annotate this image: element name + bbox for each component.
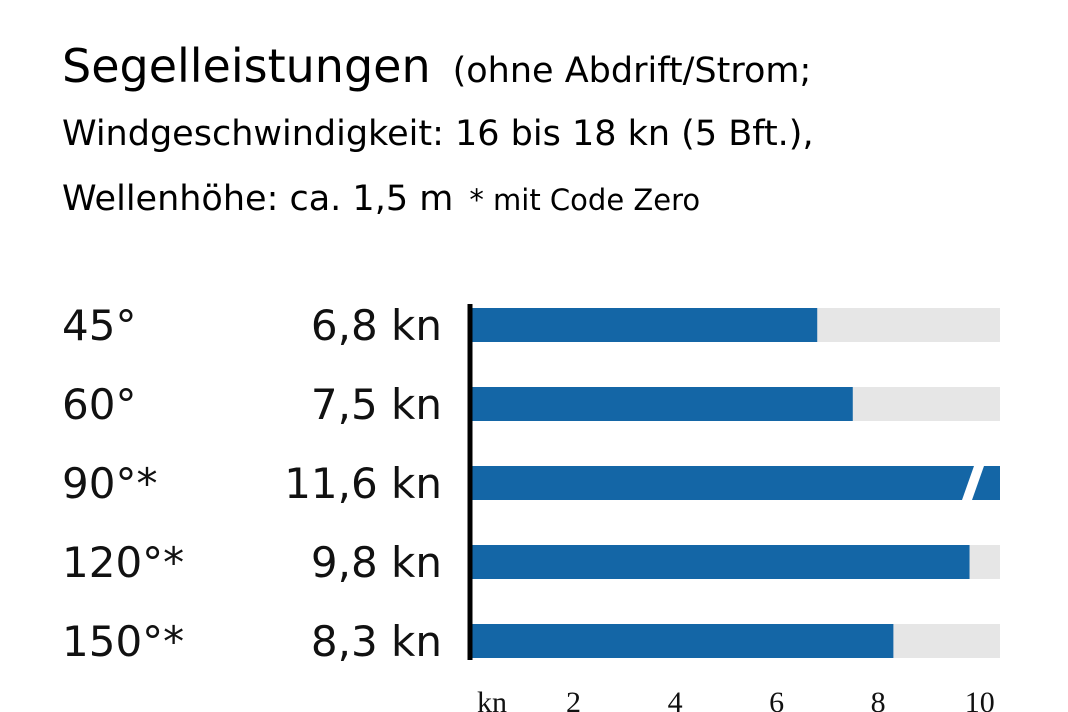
annotation: * mit Code Zero <box>469 183 700 217</box>
bar <box>472 545 970 579</box>
bar <box>472 624 894 658</box>
x-tick-label: 10 <box>965 686 995 712</box>
title-line: Segelleistungen (ohne Abdrift/Strom; <box>62 39 811 93</box>
x-tick-label: kn <box>477 686 507 712</box>
value-label: 7,5 kn <box>311 380 442 429</box>
subtitle: Wellenhöhe: ca. 1,5 m <box>62 179 453 219</box>
category-label: 90°* <box>62 459 157 508</box>
bar <box>472 387 853 421</box>
x-tick-label: 2 <box>566 686 581 712</box>
subtitle: (ohne Abdrift/Strom; <box>453 51 812 91</box>
bar <box>472 466 1000 500</box>
value-label: 6,8 kn <box>311 301 442 350</box>
value-label: 11,6 kn <box>284 459 442 508</box>
category-label: 120°* <box>62 538 184 587</box>
axis-break <box>962 466 984 500</box>
subtitle-line: Wellenhöhe: ca. 1,5 m * mit Code Zero <box>62 179 700 219</box>
category-label: 45° <box>62 301 136 350</box>
x-tick-label: 4 <box>668 686 683 712</box>
category-label: 150°* <box>62 617 184 666</box>
chart-title: Segelleistungen <box>62 39 431 93</box>
subtitle: Windgeschwindigkeit: 16 bis 18 kn (5 Bft… <box>62 114 814 154</box>
value-label: 8,3 kn <box>311 617 442 666</box>
x-tick-label: 8 <box>871 686 886 712</box>
value-label: 9,8 kn <box>311 538 442 587</box>
category-label: 60° <box>62 380 136 429</box>
x-tick-label: 6 <box>769 686 784 712</box>
bar <box>472 308 818 342</box>
